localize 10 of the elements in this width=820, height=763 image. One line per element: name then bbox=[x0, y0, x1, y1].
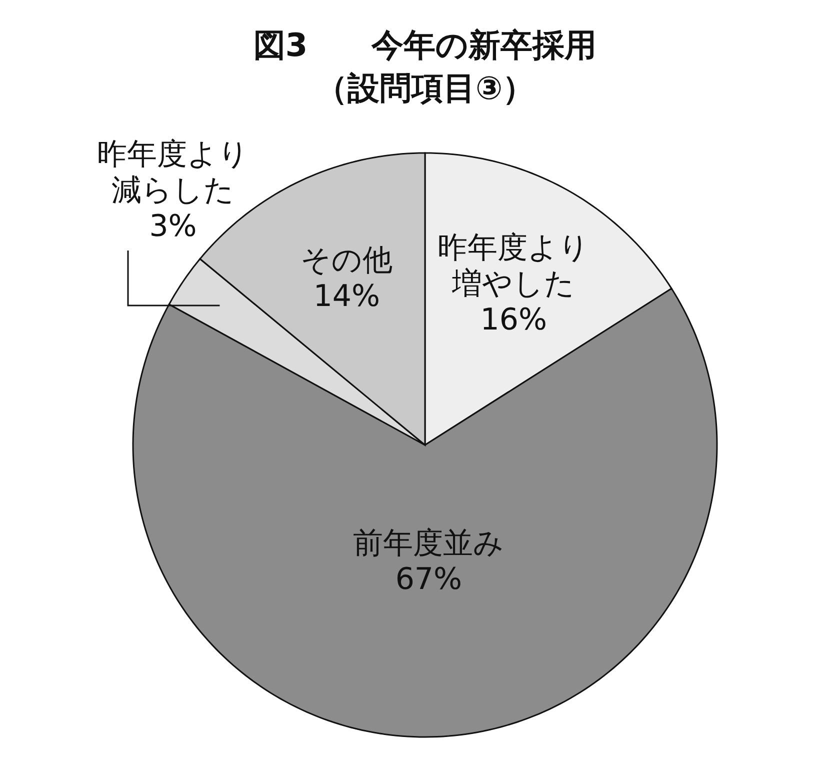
slice-label: その他 bbox=[300, 243, 393, 278]
chart-subtitle: （設問項目③） bbox=[315, 69, 535, 107]
slice-label: 昨年度より減らした bbox=[97, 136, 249, 208]
slice-label: 昨年度より増やした bbox=[438, 230, 590, 302]
data-label: 14% bbox=[313, 279, 380, 314]
data-label: 16% bbox=[480, 302, 547, 338]
slice-label: 前年度並み bbox=[353, 526, 504, 562]
chart-title: 図3 今年の新卒採用 bbox=[253, 26, 597, 64]
data-label: 3% bbox=[149, 208, 197, 244]
data-label: 67% bbox=[395, 562, 462, 598]
